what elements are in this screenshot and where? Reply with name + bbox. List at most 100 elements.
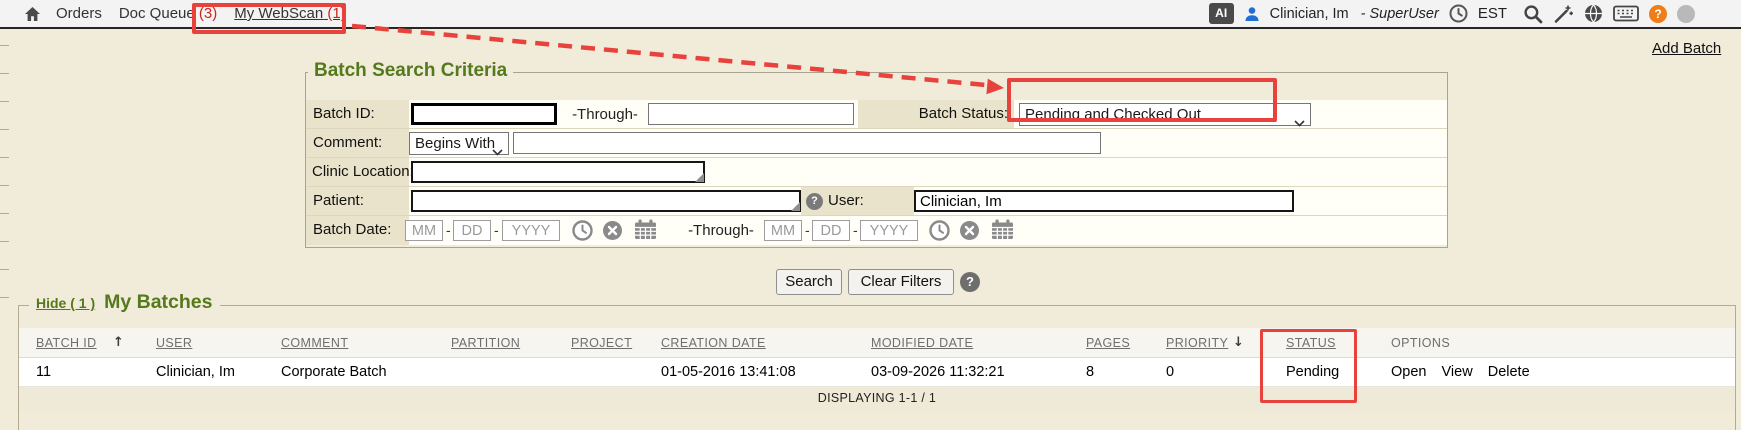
col-pages[interactable]: PAGES <box>1086 336 1131 350</box>
cell-comment: Corporate Batch <box>281 364 387 380</box>
through-label: -Through- <box>572 106 638 123</box>
date-separator: - <box>446 222 451 238</box>
calendar-icon[interactable] <box>991 219 1014 240</box>
nav-item-my-webscan[interactable]: My WebScan (1) <box>234 5 345 22</box>
top-nav: Orders Doc Queue (3) My WebScan (1) AI C… <box>0 0 1741 29</box>
batch-id-to-input[interactable] <box>648 103 854 125</box>
col-options: OPTIONS <box>1391 336 1451 350</box>
user-label-cell: ? User: <box>801 187 914 215</box>
patient-label: Patient: <box>306 187 409 215</box>
batch-date-to-dd-input[interactable] <box>812 220 850 241</box>
comment-row: Comment: Begins With <box>306 129 1447 158</box>
cell-creation-date: 01-05-2016 13:41:08 <box>661 364 796 380</box>
hide-link[interactable]: Hide ( 1 ) <box>36 295 96 311</box>
patient-input[interactable] <box>411 190 801 212</box>
resize-handle-icon[interactable] <box>791 202 800 211</box>
date-separator: - <box>494 222 499 238</box>
user-role: - SuperUser <box>1360 5 1439 22</box>
batch-status-label: Batch Status: <box>858 100 1014 128</box>
timezone-label: EST <box>1477 5 1507 22</box>
clear-date-icon[interactable] <box>959 220 980 241</box>
batch-id-row: Batch ID: -Through- Batch Status: Pendin… <box>306 100 1447 129</box>
cell-options: Open View Delete <box>1391 358 1541 387</box>
col-user[interactable]: USER <box>156 336 193 350</box>
help-icon[interactable]: ? <box>1649 4 1667 23</box>
my-batches-panel: Hide ( 1 ) My Batches BATCH ID ↑ USER CO… <box>18 291 1736 430</box>
delete-link[interactable]: Delete <box>1487 364 1530 380</box>
time-picker-icon[interactable] <box>929 220 950 241</box>
comment-operator-value: Begins With <box>415 135 496 152</box>
cell-batch-id: 11 <box>36 364 52 380</box>
keyboard-icon[interactable] <box>1613 5 1639 22</box>
nav-item-doc-queue[interactable]: Doc Queue (3) <box>119 5 217 22</box>
search-icon[interactable] <box>1523 4 1543 24</box>
clock-icon[interactable] <box>1449 4 1468 23</box>
batch-date-to-mm-input[interactable] <box>764 220 802 241</box>
comment-label: Comment: <box>306 129 409 157</box>
batch-status-value: Pending and Checked Out <box>1025 106 1201 123</box>
patient-help-icon[interactable]: ? <box>806 193 823 210</box>
clinic-location-label: Clinic Location: <box>306 158 414 186</box>
wand-icon[interactable] <box>1553 4 1574 24</box>
col-batch-id[interactable]: BATCH ID <box>36 336 97 350</box>
time-picker-icon[interactable] <box>572 220 593 241</box>
through-label: -Through- <box>688 222 754 239</box>
clinic-location-row: Clinic Location: <box>306 158 1447 187</box>
cell-priority: 0 <box>1166 364 1175 380</box>
batch-date-row: Batch Date: - - -Through- - - <box>306 216 1447 245</box>
batch-id-from-input[interactable] <box>411 103 557 125</box>
user-icon <box>1244 6 1260 22</box>
my-batches-legend: Hide ( 1 ) My Batches <box>29 291 220 314</box>
nav-left: Orders Doc Queue (3) My WebScan (1) <box>0 5 346 22</box>
calendar-icon[interactable] <box>634 219 657 240</box>
batch-search-criteria-panel: Batch Search Criteria Batch ID: -Through… <box>305 60 1448 248</box>
comment-operator-select[interactable]: Begins With <box>409 132 509 156</box>
user-name: Clinician, Im <box>1269 5 1349 22</box>
batch-date-from-dd-input[interactable] <box>453 220 491 241</box>
clear-date-icon[interactable] <box>602 220 623 241</box>
chevron-down-icon <box>1294 112 1305 133</box>
batch-table-row[interactable]: 11 Clinician, Im Corporate Batch 01-05-2… <box>19 358 1735 387</box>
batch-status-select[interactable]: Pending and Checked Out <box>1019 103 1311 127</box>
col-comment[interactable]: COMMENT <box>281 336 349 350</box>
batch-date-from-mm-input[interactable] <box>405 220 443 241</box>
cell-modified-date: 03-09-2026 11:32:21 <box>871 364 1005 380</box>
globe-icon[interactable] <box>1584 4 1603 23</box>
col-modified-date[interactable]: MODIFIED DATE <box>871 336 974 350</box>
user-label: User: <box>828 192 864 209</box>
nav-item-label: My WebScan <box>234 5 324 22</box>
nav-item-label: Doc Queue <box>118 5 195 22</box>
col-project[interactable]: PROJECT <box>571 336 633 350</box>
user-input[interactable] <box>914 190 1294 212</box>
patient-row: Patient: ? User: <box>306 187 1447 216</box>
chevron-down-icon <box>492 141 503 162</box>
resize-handle-icon[interactable] <box>695 173 704 182</box>
clinic-location-input[interactable] <box>411 161 705 183</box>
ai-badge[interactable]: AI <box>1208 3 1234 24</box>
nav-item-orders[interactable]: Orders <box>56 5 102 22</box>
col-partition[interactable]: PARTITION <box>451 336 521 350</box>
nav-right: AI Clinician, Im - SuperUser EST ? <box>1208 3 1741 24</box>
sort-asc-icon[interactable]: ↑ <box>113 335 124 350</box>
add-batch-link[interactable]: Add Batch <box>1652 40 1722 57</box>
home-icon[interactable] <box>24 6 41 22</box>
batch-date-from-yyyy-input[interactable] <box>502 220 560 241</box>
col-priority[interactable]: PRIORITY <box>1166 336 1229 350</box>
view-link[interactable]: View <box>1441 364 1473 380</box>
open-link[interactable]: Open <box>1391 364 1427 380</box>
clear-filters-button[interactable]: Clear Filters <box>848 269 954 295</box>
col-status[interactable]: STATUS <box>1286 336 1336 350</box>
my-batches-title: My Batches <box>104 291 213 313</box>
cell-status: Pending <box>1286 364 1340 380</box>
criteria-legend: Batch Search Criteria <box>308 60 514 82</box>
date-separator: - <box>853 222 858 238</box>
search-help-icon[interactable]: ? <box>960 272 980 292</box>
sort-desc-icon[interactable]: ↓ <box>1233 335 1244 350</box>
comment-input[interactable] <box>513 132 1101 154</box>
status-dot <box>1677 4 1695 23</box>
search-button[interactable]: Search <box>776 269 842 295</box>
col-creation-date[interactable]: CREATION DATE <box>661 336 766 350</box>
paging-footer: DISPLAYING 1-1 / 1 <box>19 387 1735 411</box>
batch-date-to-yyyy-input[interactable] <box>860 220 918 241</box>
batch-id-label: Batch ID: <box>306 100 409 128</box>
